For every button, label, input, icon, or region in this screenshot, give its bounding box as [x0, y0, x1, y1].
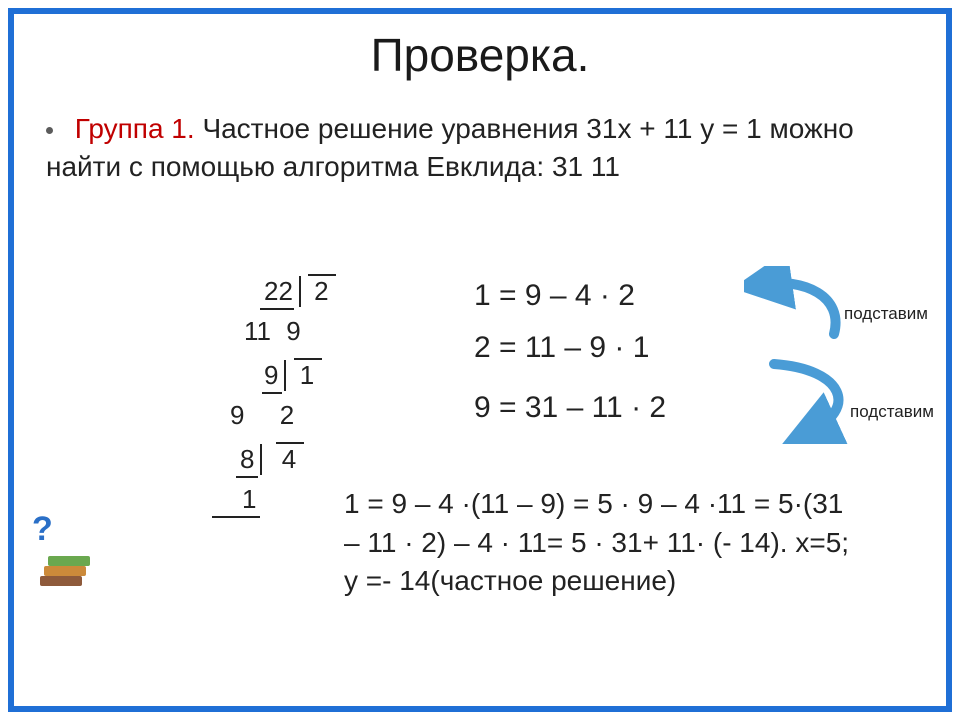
ld-sub2: 9 [264, 360, 286, 391]
ld-underline1 [260, 308, 294, 310]
ld-q2: 1 [294, 358, 322, 391]
ld-sub1: 22 [264, 276, 301, 307]
book-icon [48, 556, 90, 566]
book-icon [40, 576, 82, 586]
bullet-icon [46, 127, 53, 134]
ld-remL: 11 [244, 316, 271, 346]
ld-underline3 [236, 476, 258, 478]
intro-paragraph: Группа 1. Частное решение уравнения 31х … [46, 110, 924, 186]
ld-q3: 4 [276, 442, 304, 475]
helper-icon: ? [26, 514, 98, 586]
question-icon: ? [32, 510, 53, 549]
ld-underline2 [262, 392, 282, 394]
group-label: Группа 1. [75, 113, 195, 144]
arrow-substitute-2 [754, 354, 874, 444]
arrow-substitute-1 [744, 266, 854, 346]
book-icon [44, 566, 86, 576]
ld-remR: 9 [286, 316, 300, 346]
arrow-label-1: подставим [844, 304, 928, 324]
ld-q1: 2 [308, 274, 336, 307]
slide-frame: Проверка. Группа 1. Частное решение урав… [8, 8, 952, 712]
ld-final: 1 [242, 484, 256, 514]
ld-sub3: 8 [240, 444, 262, 475]
ld-carryL: 9 [230, 400, 244, 430]
ld-carryR: 2 [280, 400, 294, 430]
arrow-label-2: подставим [850, 402, 934, 422]
slide-title: Проверка. [36, 28, 924, 82]
result-block: 1 = 9 – 4 ·(11 – 9) = 5 · 9 – 4 ·11 = 5·… [344, 485, 854, 601]
slide-content: Проверка. Группа 1. Частное решение урав… [14, 14, 946, 706]
ld-underline4 [212, 516, 260, 518]
